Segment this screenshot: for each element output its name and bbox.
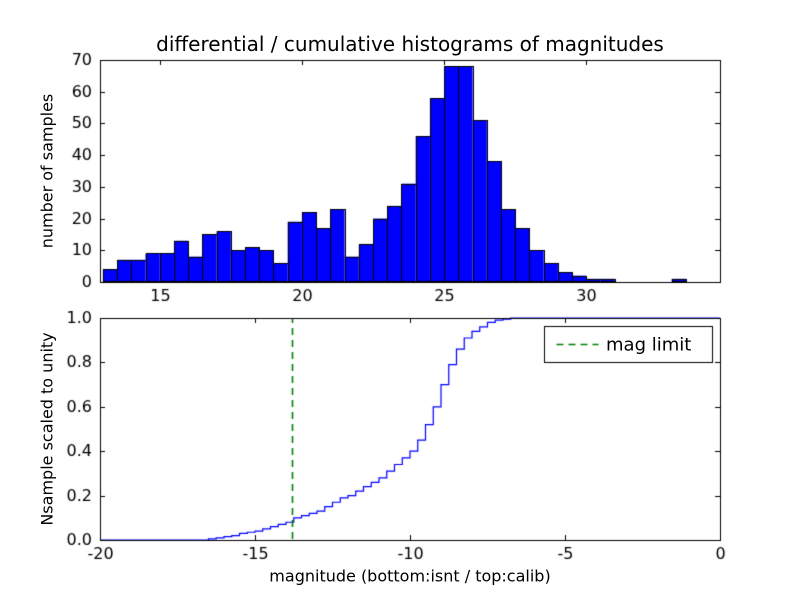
legend-mag-limit-label: mag limit — [606, 334, 692, 356]
figure-title: differential / cumulative histograms of … — [156, 32, 664, 56]
x-axis-label: magnitude (bottom:isnt / top:calib) — [269, 566, 551, 586]
top-y-axis-label: number of samples — [37, 93, 57, 249]
bottom-y-axis-label: Nsample scaled to unity — [37, 332, 57, 526]
